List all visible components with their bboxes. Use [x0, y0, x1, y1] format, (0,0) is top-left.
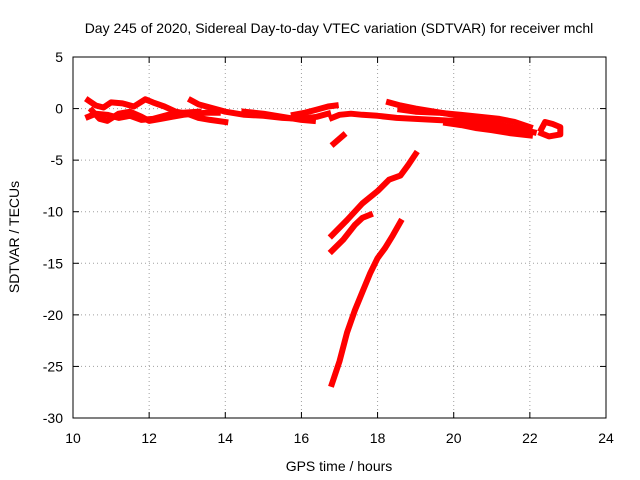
- chart-title: Day 245 of 2020, Sidereal Day-to-day VTE…: [85, 20, 594, 36]
- y-axis-title: SDTVAR / TECUs: [6, 181, 22, 293]
- x-tick-label: 16: [294, 430, 310, 446]
- x-axis-title: GPS time / hours: [286, 458, 393, 474]
- data-series-track-12: [329, 131, 348, 148]
- y-tick-label: 0: [55, 101, 63, 117]
- y-tick-label: -25: [43, 358, 63, 374]
- x-tick-label: 10: [65, 430, 81, 446]
- data-series: [84, 96, 564, 388]
- y-tick-label: 5: [55, 49, 63, 65]
- x-tick-label: 18: [370, 430, 386, 446]
- data-series-track-9: [397, 106, 534, 131]
- y-tick-label: -5: [51, 152, 64, 168]
- data-series-track-3: [87, 106, 221, 124]
- x-tick-label: 14: [217, 430, 233, 446]
- x-tick-label: 20: [446, 430, 462, 446]
- plot-frame: [72, 56, 607, 419]
- data-series-track-6: [290, 102, 340, 119]
- x-tick-label: 12: [141, 430, 157, 446]
- data-series-track-11: [537, 119, 564, 140]
- data-series-track-10: [442, 119, 534, 139]
- y-tick-label: -20: [43, 307, 63, 323]
- y-tick-label: -15: [43, 255, 63, 271]
- y-tick-label: -30: [43, 410, 63, 426]
- y-tick-label: -10: [43, 204, 63, 220]
- x-tick-label: 22: [522, 430, 538, 446]
- data-series-track-2: [84, 96, 229, 126]
- axis-ticks: 10 12 14 16 18 20 22 24 5 0 -5 -10 -15 -20 -25 -30: [43, 49, 614, 446]
- data-series-track-14: [327, 210, 374, 256]
- data-series-track-15: [328, 217, 405, 388]
- data-series-track-5: [241, 108, 317, 125]
- data-series-track-13: [327, 149, 420, 240]
- x-tick-label: 24: [598, 430, 614, 446]
